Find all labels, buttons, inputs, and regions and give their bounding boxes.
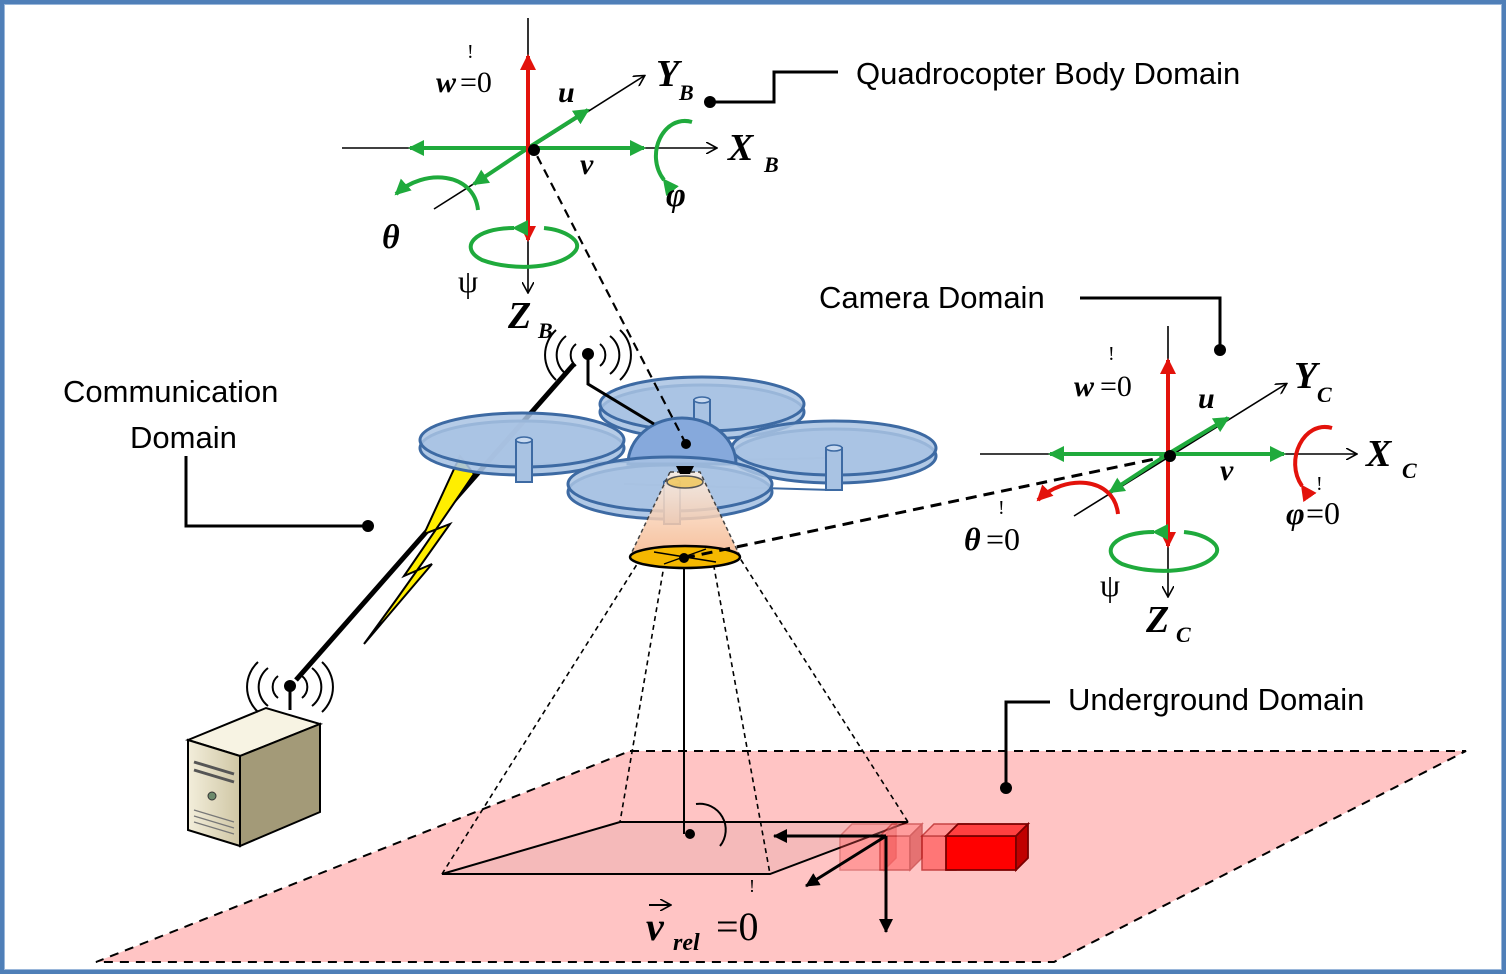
svg-text:v: v [580, 148, 594, 181]
camera-u-arrow-neg [1108, 452, 1170, 494]
ground-antenna-icon [246, 661, 334, 713]
target-box [943, 821, 1031, 873]
field-of-view-lines [441, 549, 909, 875]
svg-text:=0: =0 [460, 66, 492, 99]
body-u-arrow-neg [472, 146, 530, 186]
communication-domain-label-line1: Communication [63, 374, 278, 409]
svg-text:φ: φ [1286, 495, 1305, 531]
svg-text:C: C [1317, 382, 1332, 407]
svg-text:=0: =0 [1306, 495, 1340, 531]
svg-text:Y: Y [656, 53, 683, 95]
svg-text:C: C [1402, 458, 1417, 483]
svg-text:v: v [1220, 454, 1234, 487]
communication-domain-callout: Communication Domain [63, 374, 374, 532]
svg-text:X: X [1365, 433, 1393, 475]
svg-text:Y: Y [1294, 355, 1321, 397]
camera-y-axis [1073, 384, 1286, 517]
footprint-center-dot [685, 829, 695, 839]
underground-domain-label: Underground Domain [1068, 682, 1364, 717]
svg-text:=0: =0 [1100, 370, 1132, 403]
drone-antenna-icon [544, 329, 655, 426]
camera-domain-label: Camera Domain [819, 280, 1045, 315]
camera-to-camera-frame-link [683, 454, 1170, 560]
svg-text:Z: Z [1145, 599, 1169, 641]
communication-link [294, 362, 576, 682]
svg-text:!: ! [1316, 473, 1323, 495]
camera-theta-rotation-arrow [1036, 480, 1120, 515]
body-phi-rotation-arrow [653, 118, 693, 196]
svg-text:B: B [763, 152, 779, 177]
svg-text:X: X [727, 127, 755, 169]
communication-domain-label-line2: Domain [130, 420, 237, 455]
right-angle-mark [695, 802, 727, 847]
relative-velocity-arrows [773, 829, 893, 933]
target-ghost-box-2 [878, 822, 924, 872]
svg-text:u: u [558, 76, 575, 109]
svg-text:!: ! [467, 41, 474, 63]
camera-domain-callout: Camera Domain [819, 280, 1226, 356]
body-domain-label: Quadrocopter Body Domain [856, 56, 1240, 91]
body-frame-labels: w ! =0 u v φ θ ψ Y B X B Z B [382, 41, 779, 343]
svg-text:θ: θ [382, 219, 400, 256]
svg-text:ψ: ψ [1100, 567, 1120, 603]
svg-text:v: v [646, 904, 665, 949]
camera-u-arrow [1166, 416, 1230, 456]
svg-text:B: B [678, 80, 694, 105]
camera-frame-labels: w ! =0 u v φ ! =0 θ ! =0 ψ Y C X C Z C [964, 343, 1417, 647]
svg-text:C: C [1176, 622, 1191, 647]
v-rel-mark: ! [749, 876, 755, 896]
svg-text:=0: =0 [986, 521, 1020, 557]
drone-to-body-frame-link [533, 149, 687, 445]
body-frame [342, 18, 716, 292]
svg-text:w: w [1074, 370, 1095, 403]
body-domain-callout: Quadrocopter Body Domain [704, 56, 1240, 108]
svg-text:u: u [1198, 382, 1215, 415]
svg-text:rel: rel [673, 930, 700, 956]
svg-text:!: ! [1108, 343, 1115, 365]
svg-text:θ: θ [964, 521, 981, 557]
svg-text:B: B [537, 318, 553, 343]
svg-text:φ: φ [666, 177, 686, 214]
svg-text:Z: Z [507, 295, 531, 337]
camera-psi-rotation-arrow [1108, 523, 1220, 573]
underground-domain-callout: Underground Domain [1000, 682, 1364, 794]
diagram-canvas: ! v rel =0 [63, 18, 1467, 963]
svg-text:w: w [436, 66, 457, 99]
quadrocopter [418, 375, 938, 570]
camera-phi-rotation-arrow [1293, 424, 1333, 503]
body-u-arrow [526, 108, 590, 150]
svg-text:=0: =0 [716, 904, 759, 949]
v-rel-label: v rel =0 [646, 904, 759, 956]
camera-frame [980, 326, 1356, 596]
svg-text:!: ! [998, 497, 1005, 519]
ground-station-pc-icon [185, 706, 324, 848]
lightning-icon [363, 454, 476, 645]
rotor-left [418, 411, 626, 483]
svg-text:ψ: ψ [458, 263, 478, 299]
body-theta-rotation-arrow [394, 175, 480, 211]
body-psi-rotation-arrow [468, 219, 580, 269]
